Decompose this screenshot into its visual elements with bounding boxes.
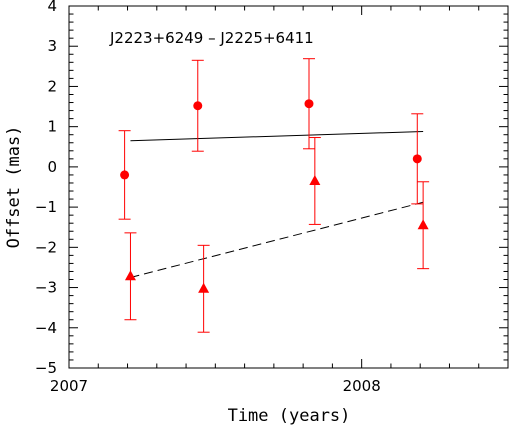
triangle-marker <box>124 270 136 281</box>
circle-marker <box>120 170 130 180</box>
y-tick-label: −5 <box>35 359 57 377</box>
y-axis-title: Offset (mas) <box>4 126 24 249</box>
y-tick-label: −4 <box>35 319 57 337</box>
circle-marker <box>193 101 203 111</box>
y-tick-label: 1 <box>47 118 57 136</box>
circle-marker <box>304 99 314 109</box>
x-axis-title: Time (years) <box>228 406 351 426</box>
triangle-marker <box>417 219 429 230</box>
tick-labels: −5 −4 −3 −2 −1 0 1 2 3 4 2007 2008 <box>35 0 381 395</box>
chart-title: J2223+6249 – J2225+6411 <box>109 29 314 47</box>
plot-frame <box>68 5 509 369</box>
y-tick-label: −2 <box>35 238 57 256</box>
y-tick-label: 0 <box>47 158 57 176</box>
x-tick-label: 2007 <box>50 377 88 395</box>
error-bars <box>118 58 430 333</box>
circle-marker <box>412 154 422 164</box>
data-markers <box>120 99 429 293</box>
solid-fit-line <box>130 130 424 142</box>
fit-lines <box>130 130 424 278</box>
y-tick-label: 2 <box>47 77 57 95</box>
triangle-marker <box>198 282 210 293</box>
y-tick-label: −3 <box>35 279 57 297</box>
tick-marks <box>68 5 509 369</box>
triangle-marker <box>309 174 321 185</box>
dashed-fit-line <box>130 201 424 278</box>
y-tick-label: −1 <box>35 198 57 216</box>
x-tick-label: 2008 <box>343 377 381 395</box>
y-tick-label: 4 <box>47 0 57 15</box>
y-tick-label: 3 <box>47 37 57 55</box>
